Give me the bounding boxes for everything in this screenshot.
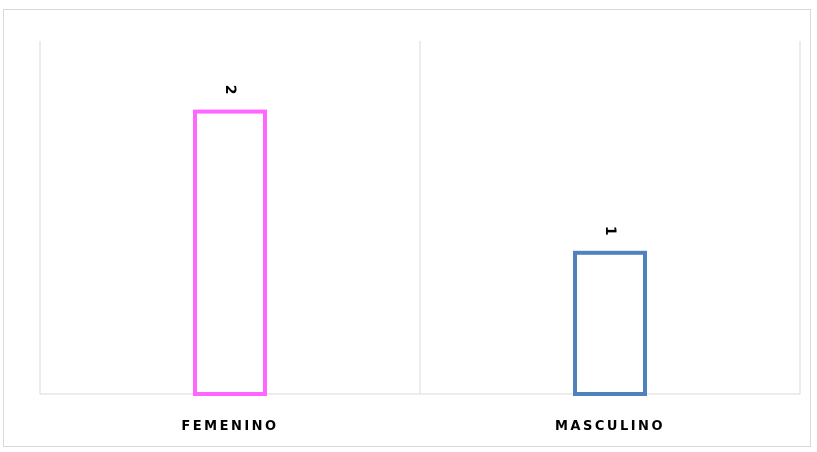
data-label-femenino: 2	[222, 85, 238, 95]
data-labels: 21	[222, 85, 618, 236]
category-label-femenino: FEMENINO	[181, 419, 278, 434]
data-label-masculino: 1	[602, 226, 618, 236]
bar-femenino	[193, 109, 267, 396]
category-label-masculino: MASCULINO	[555, 419, 665, 434]
bars	[193, 109, 647, 396]
chart-frame	[3, 9, 811, 447]
bar-masculino	[573, 250, 647, 396]
gridlines	[39, 41, 801, 394]
category-labels: FEMENINO MASCULINO	[181, 419, 665, 434]
